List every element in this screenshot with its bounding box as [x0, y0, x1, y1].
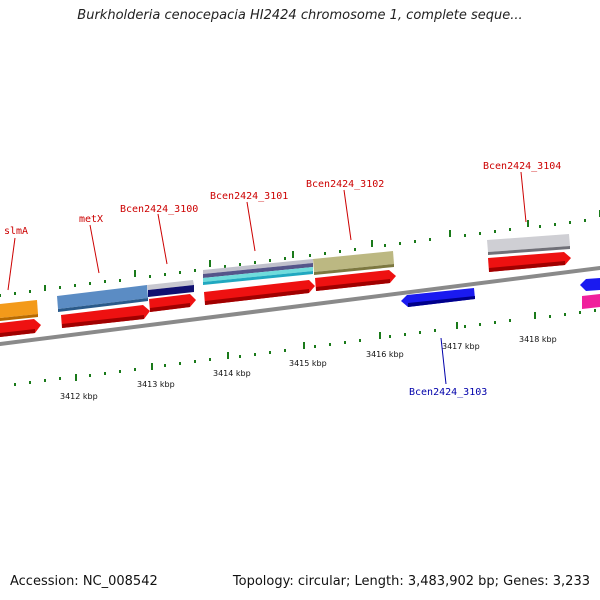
cds-arrow-3100[interactable] [149, 294, 196, 312]
leader-3100 [157, 213, 168, 265]
cds-arrow-3104[interactable] [488, 252, 571, 272]
leader-metX [89, 224, 100, 274]
feature-bar-3100[interactable] [147, 280, 194, 297]
summary-text: Topology: circular; Length: 3,483,902 bp… [232, 574, 590, 589]
backbone [0, 266, 600, 346]
leader-3103 [440, 337, 447, 385]
outer-tick-ring [0, 210, 600, 297]
tick-label-3415: 3415 kbp [289, 359, 327, 368]
feature-bar-3104[interactable] [487, 234, 570, 255]
cds-arrow-3103[interactable] [401, 288, 475, 307]
tick-label-3414: 3414 kbp [213, 369, 251, 378]
leader-3104 [520, 171, 527, 223]
tick-label-3417: 3417 kbp [442, 342, 480, 351]
cds-arrow-metX[interactable] [61, 305, 150, 328]
tick-label-3416: 3416 kbp [366, 350, 404, 359]
cds-arrow-3101[interactable] [204, 280, 315, 305]
feature-bar-next[interactable] [582, 294, 600, 309]
cds-arrow-next-reverse[interactable] [580, 278, 600, 291]
gene-label-3104: Bcen2424_3104 [483, 161, 561, 172]
gene-label-3102: Bcen2424_3102 [306, 179, 384, 190]
inner-tick-ring [14, 309, 596, 386]
tick-label-3412: 3412 kbp [60, 392, 98, 401]
accession-text: Accession: NC_008542 [10, 574, 158, 589]
feature-bar-metX[interactable] [57, 285, 148, 312]
leader-3101 [246, 201, 256, 252]
tick-label-3418: 3418 kbp [519, 335, 557, 344]
leader-slmA [7, 237, 16, 291]
feature-bar-3102[interactable] [313, 251, 394, 275]
tick-label-3413: 3413 kbp [137, 380, 175, 389]
gene-label-3103: Bcen2424_3103 [409, 387, 487, 398]
gene-label-metX: metX [79, 214, 103, 225]
leader-3102 [343, 189, 352, 241]
gene-label-slmA: slmA [4, 226, 28, 237]
cds-arrow-slmA[interactable] [0, 319, 41, 337]
gene-label-3101: Bcen2424_3101 [210, 191, 288, 202]
gene-label-3100: Bcen2424_3100 [120, 204, 198, 215]
map-title: Burkholderia cenocepacia HI2424 chromoso… [77, 8, 523, 23]
feature-bar-3101[interactable] [203, 259, 313, 285]
cds-arrow-3102[interactable] [315, 270, 396, 291]
feature-bar-slmA[interactable] [0, 300, 38, 321]
